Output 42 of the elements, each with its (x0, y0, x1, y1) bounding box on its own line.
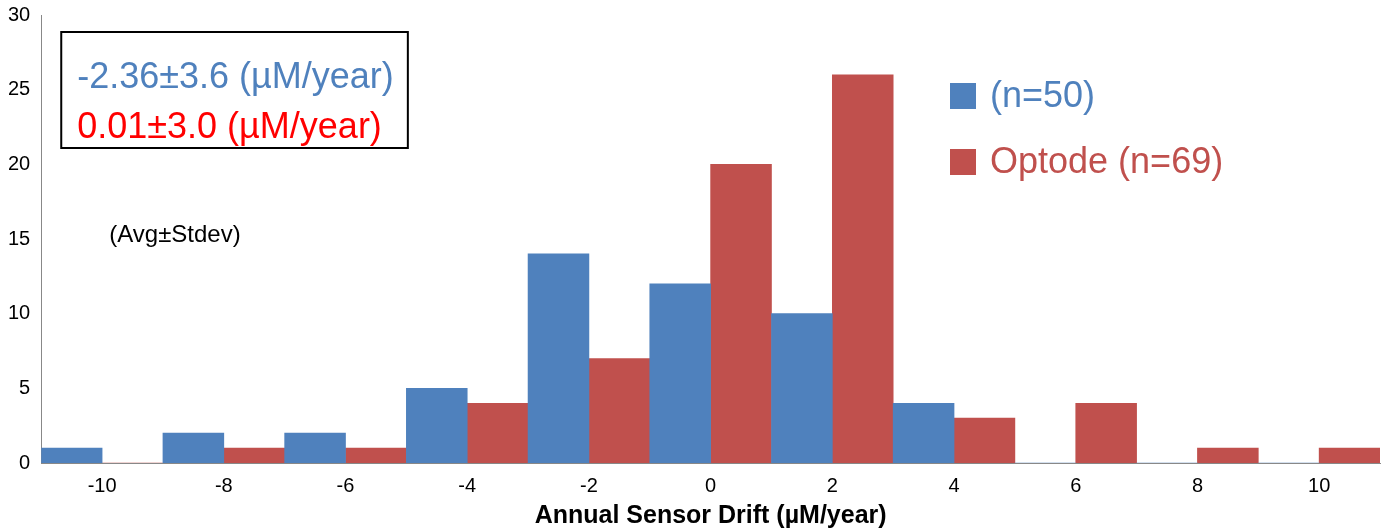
x-tick-label: -4 (458, 473, 477, 496)
x-tick-label: 10 (1308, 473, 1331, 496)
bar (710, 164, 772, 463)
bar (162, 432, 225, 463)
x-tick-label: -6 (336, 473, 355, 496)
bar (223, 447, 285, 463)
y-tick-label: 25 (8, 77, 31, 100)
y-tick-label: 5 (19, 375, 31, 398)
y-tick-label: 15 (8, 226, 31, 249)
x-tick-label: -10 (87, 473, 117, 496)
bar (771, 313, 833, 463)
x-tick-label: 4 (948, 473, 960, 496)
bar (41, 447, 103, 463)
x-tick-label: -8 (214, 473, 233, 496)
bar (892, 402, 955, 463)
bar (588, 358, 651, 463)
x-tick-label: 6 (1070, 473, 1082, 496)
annotation: -2.36±3.6 (µM/year) (77, 54, 394, 96)
bar (527, 253, 590, 463)
x-tick-label: 8 (1191, 473, 1204, 496)
y-tick-label: 10 (8, 301, 31, 324)
bar (406, 388, 468, 463)
bar (832, 74, 894, 463)
bar (649, 283, 711, 463)
legend-label: (n=50) (990, 73, 1096, 115)
bar (345, 447, 407, 463)
y-tick-label: 30 (8, 2, 31, 25)
bar (284, 432, 346, 463)
bar (1197, 447, 1259, 463)
x-tick-label: -2 (580, 473, 598, 496)
annotation: (Avg±Stdev) (109, 219, 241, 247)
annotation: 0.01±3.0 (µM/year) (77, 104, 382, 146)
legend-label: Optode (n=69) (990, 139, 1224, 181)
bar (1318, 447, 1380, 463)
bar (1075, 402, 1137, 463)
bar (953, 417, 1016, 463)
x-axis-title: Annual Sensor Drift (µM/year) (534, 499, 887, 528)
y-tick-label: 0 (19, 450, 31, 473)
x-tick-label: 2 (826, 473, 838, 496)
y-tick-label: 20 (8, 151, 31, 174)
x-tick-label: 0 (705, 473, 717, 496)
bar (466, 402, 529, 463)
